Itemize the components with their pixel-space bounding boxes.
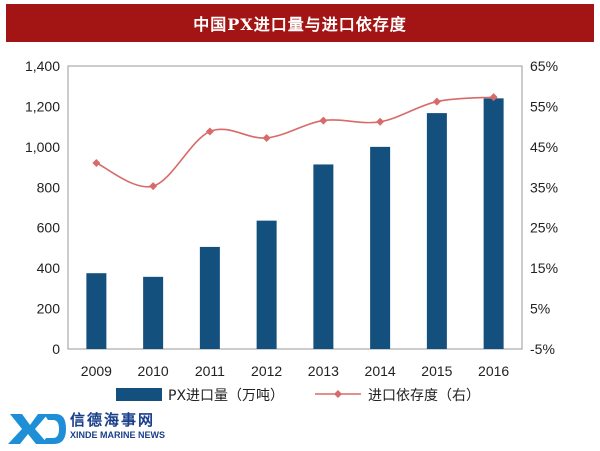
y-right-tick: 45%: [530, 139, 558, 155]
y-left-tick: 600: [37, 220, 61, 236]
bar-2016: [483, 98, 504, 349]
bar-2013: [313, 164, 334, 349]
y-right-tick: 35%: [530, 179, 558, 195]
y-right-tick: 25%: [530, 220, 558, 236]
x-tick: 2013: [308, 363, 339, 379]
y-right-tick: -5%: [530, 341, 555, 357]
x-tick: 2011: [195, 363, 225, 379]
point-2013: [319, 116, 328, 125]
y-right-tick: 65%: [530, 58, 558, 74]
legend-bar-swatch: [116, 388, 162, 401]
point-2014: [376, 117, 385, 126]
y-right-tick: 55%: [530, 98, 558, 114]
point-2010: [149, 182, 158, 191]
point-2012: [262, 133, 271, 142]
y-left-tick: 1,400: [25, 58, 60, 74]
bar-2009: [86, 273, 107, 349]
legend-line-marker: [334, 390, 342, 398]
y-left-tick: 400: [37, 260, 61, 276]
y-left-tick: 1,200: [25, 98, 60, 114]
x-tick: 2016: [478, 363, 509, 379]
point-2009: [92, 159, 101, 168]
bar-2014: [370, 146, 391, 349]
bar-2011: [199, 246, 220, 349]
legend-bar-label: PX进口量（万吨）: [168, 388, 284, 404]
bar-2015: [426, 113, 447, 349]
y-right-tick: 5%: [530, 301, 550, 317]
watermark-en: XINDE MARINE NEWS: [70, 430, 166, 440]
chart-title: 中国PX进口量与进口依存度: [6, 4, 594, 42]
bar-2010: [143, 276, 164, 349]
x-tick: 2014: [365, 363, 396, 379]
x-tick: 2010: [138, 363, 169, 379]
bar-2012: [256, 220, 277, 349]
point-2015: [432, 97, 441, 106]
y-left-tick: 200: [37, 301, 61, 317]
legend-line-label: 进口依存度（右）: [368, 388, 480, 404]
xd-logo-icon: [8, 414, 66, 444]
point-2016: [489, 93, 498, 102]
y-left-tick: 800: [37, 179, 61, 195]
x-tick: 2015: [421, 363, 452, 379]
y-left-tick: 1,000: [25, 139, 60, 155]
plot-frame: [67, 65, 523, 350]
y-left-tick: 0: [52, 341, 60, 357]
watermark-logo: 信德海事网 XINDE MARINE NEWS: [8, 408, 208, 446]
x-tick: 2012: [251, 363, 282, 379]
watermark-cn: 信德海事网: [70, 411, 156, 429]
point-2011: [205, 127, 214, 136]
y-right-tick: 15%: [530, 260, 558, 276]
x-tick: 2009: [81, 363, 112, 379]
